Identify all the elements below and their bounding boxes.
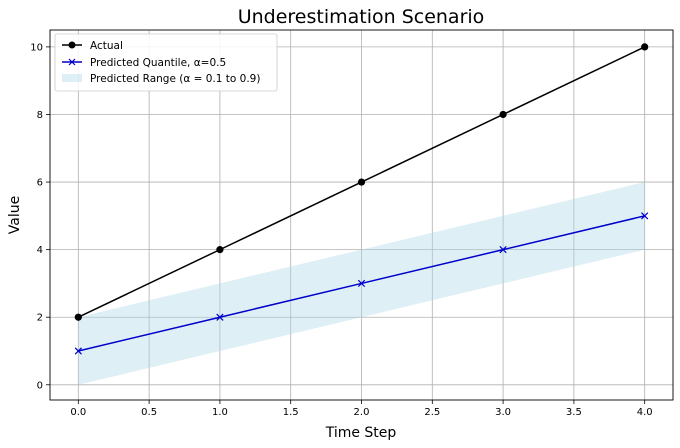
x-tick-label: 2.5 xyxy=(424,407,440,418)
actual-point xyxy=(499,110,507,119)
x-tick-label: 0.0 xyxy=(70,407,86,418)
y-tick-label: 0 xyxy=(37,380,43,391)
legend-actual-label: Actual xyxy=(90,40,123,52)
x-tick-label: 1.0 xyxy=(212,407,228,418)
x-tick-label: 0.5 xyxy=(141,407,157,418)
series-layer xyxy=(74,43,649,355)
predicted-quantile-point xyxy=(641,212,649,220)
predicted-quantile-point xyxy=(357,279,366,288)
actual-point xyxy=(74,313,82,321)
predicted-quantile-point xyxy=(216,313,224,321)
x-axis-label: Time Step xyxy=(325,425,397,441)
y-tick-label: 10 xyxy=(30,42,43,53)
legend-quantile-marker xyxy=(68,58,76,66)
x-tick-label: 1.5 xyxy=(283,407,299,418)
y-tick-label: 6 xyxy=(37,178,43,189)
x-tick-label: 3.0 xyxy=(495,407,511,418)
legend-range-swatch xyxy=(62,74,82,82)
actual-point xyxy=(641,43,649,51)
legend-box xyxy=(54,33,278,92)
y-tick-label: 2 xyxy=(37,313,43,324)
predicted-quantile-point xyxy=(499,246,507,254)
axis-ticks: 0.0 0.5 1.0 1.5 2.0 2.5 3.0 3.5 4.0 0 2 4 6 8 10 xyxy=(30,42,652,418)
legend: Actual Predicted Quantile, α=0.5 Predict… xyxy=(54,33,278,92)
actual-point xyxy=(357,178,366,186)
x-tick-label: 2.0 xyxy=(354,407,370,418)
legend-actual-marker xyxy=(68,41,76,49)
x-tick-label: 4.0 xyxy=(637,407,653,418)
y-tick-label: 4 xyxy=(37,245,43,256)
y-tick-label: 8 xyxy=(37,110,43,121)
predicted-quantile-point xyxy=(74,347,82,355)
y-axis-label: Value xyxy=(7,196,23,234)
actual-point xyxy=(216,246,224,254)
legend-quantile-label: Predicted Quantile, α=0.5 xyxy=(90,57,226,69)
legend-range-label: Predicted Range (α = 0.1 to 0.9) xyxy=(90,73,260,85)
chart-title: Underestimation Scenario xyxy=(238,6,485,28)
x-tick-label: 3.5 xyxy=(566,407,582,418)
